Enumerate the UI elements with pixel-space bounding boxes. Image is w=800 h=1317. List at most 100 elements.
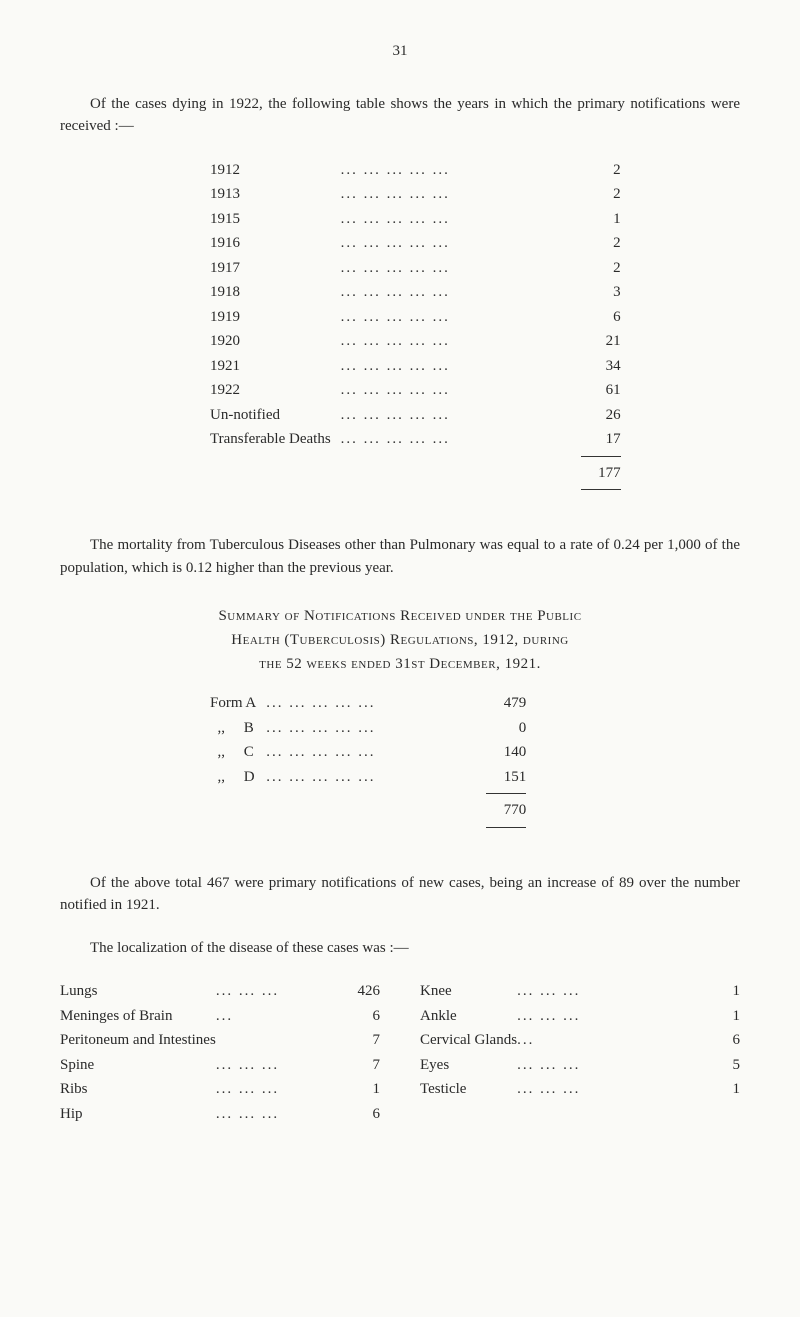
year-row: 1918 3: [210, 280, 621, 305]
summary-title: Summary of Notifications Received under …: [60, 604, 740, 676]
dots: [266, 765, 466, 790]
form-label: ,, B: [210, 716, 266, 741]
dots: [341, 305, 561, 330]
dots: [341, 427, 561, 452]
dots: [216, 1028, 335, 1053]
dots: [341, 207, 561, 232]
year-label: 1915: [210, 207, 341, 232]
total-rule: [581, 456, 621, 457]
dots: [266, 740, 466, 765]
form-value: 140: [466, 740, 526, 765]
loc-value: 6: [335, 1102, 380, 1127]
form-row: ,, C 140: [210, 740, 526, 765]
year-label: Un-notified: [210, 403, 341, 428]
year-row: 19122: [210, 158, 621, 183]
year-value: 21: [561, 329, 621, 354]
loc-row: Knee... ... ...1: [420, 979, 740, 1004]
year-value: 17: [561, 427, 621, 452]
summary-title-line1: Summary of Notifications Received under …: [218, 608, 581, 624]
year-value: 34: [561, 354, 621, 379]
loc-label: Ribs: [60, 1077, 216, 1102]
above-paragraph: Of the above total 467 were primary noti…: [60, 872, 740, 917]
form-row: ,, D151: [210, 765, 526, 790]
form-label: ,, D: [210, 765, 266, 790]
loc-row: Testicle... ... ...1: [420, 1077, 740, 1102]
total-rule-bottom: [581, 489, 621, 490]
year-value: 3: [561, 280, 621, 305]
year-label: 1918: [210, 280, 341, 305]
loc-label: Cervical Glands: [420, 1028, 517, 1053]
loc-row: Cervical Glands...6: [420, 1028, 740, 1053]
dots: [341, 231, 561, 256]
year-value: 2: [561, 158, 621, 183]
dots: ... ... ...: [216, 1077, 335, 1102]
year-label: Transferable Deaths: [210, 427, 341, 452]
dots: [341, 354, 561, 379]
loc-label: Meninges of Brain: [60, 1004, 216, 1029]
year-row: 19196: [210, 305, 621, 330]
form-label: ,, C: [210, 740, 266, 765]
loc-label: Spine: [60, 1053, 216, 1078]
form-total-rule: [486, 793, 526, 794]
year-total: 177: [561, 461, 621, 486]
loc-label: Testicle: [420, 1077, 517, 1102]
year-table: 1912219132191511916219172191831919619202…: [210, 158, 621, 495]
year-row: Transferable Deaths 17: [210, 427, 621, 452]
loc-row: Eyes... ... ...5: [420, 1053, 740, 1078]
localization-intro: The localization of the disease of these…: [60, 937, 740, 960]
loc-row: Hip... ... ...6: [60, 1102, 380, 1127]
dots: ... ... ...: [517, 979, 695, 1004]
loc-row: Ankle... ... ...1: [420, 1004, 740, 1029]
loc-label: Lungs: [60, 979, 216, 1004]
form-row: Form A 479: [210, 691, 526, 716]
dots: [341, 182, 561, 207]
year-value: 2: [561, 182, 621, 207]
year-row: 1920 21: [210, 329, 621, 354]
dots: [341, 403, 561, 428]
dots: [341, 158, 561, 183]
year-row: 19132: [210, 182, 621, 207]
dots: ... ... ...: [517, 1077, 695, 1102]
loc-value: 6: [695, 1028, 740, 1053]
form-total-rule-bottom: [486, 827, 526, 828]
form-label: Form A: [210, 691, 266, 716]
dots: [341, 378, 561, 403]
year-value: 61: [561, 378, 621, 403]
form-value: 479: [466, 691, 526, 716]
loc-value: 6: [335, 1004, 380, 1029]
dots: [266, 691, 466, 716]
dots: ... ... ...: [216, 1053, 335, 1078]
loc-value: 7: [335, 1028, 380, 1053]
dots: [266, 716, 466, 741]
loc-value: 1: [335, 1077, 380, 1102]
dots: [341, 256, 561, 281]
mortality-paragraph: The mortality from Tuberculous Diseases …: [60, 534, 740, 579]
loc-value: 1: [695, 979, 740, 1004]
loc-value: 5: [695, 1053, 740, 1078]
year-label: 1922: [210, 378, 341, 403]
year-label: 1920: [210, 329, 341, 354]
summary-title-line2: Health (Tuberculosis) Regulations, 1912,…: [231, 632, 568, 648]
year-value: 26: [561, 403, 621, 428]
year-row: 1921 34: [210, 354, 621, 379]
loc-value: 7: [335, 1053, 380, 1078]
year-label: 1921: [210, 354, 341, 379]
year-row: 1922 61: [210, 378, 621, 403]
page-number: 31: [60, 40, 740, 63]
dots: ...: [517, 1028, 695, 1053]
loc-value: 1: [695, 1077, 740, 1102]
loc-row: Lungs... ... ...426: [60, 979, 380, 1004]
year-label: 1917: [210, 256, 341, 281]
loc-row: Spine... ... ...7: [60, 1053, 380, 1078]
year-value: 1: [561, 207, 621, 232]
intro-paragraph: Of the cases dying in 1922, the followin…: [60, 93, 740, 138]
summary-title-line3: the 52 weeks ended 31st December, 1921.: [259, 656, 541, 672]
loc-label: Eyes: [420, 1053, 517, 1078]
loc-label: Ankle: [420, 1004, 517, 1029]
loc-label: Knee: [420, 979, 517, 1004]
localization-columns: Lungs... ... ...426Meninges of Brain...6…: [60, 979, 740, 1126]
dots: ... ... ...: [216, 979, 335, 1004]
year-row: 19172: [210, 256, 621, 281]
loc-row: Ribs... ... ...1: [60, 1077, 380, 1102]
loc-table-left: Lungs... ... ...426Meninges of Brain...6…: [60, 979, 380, 1126]
